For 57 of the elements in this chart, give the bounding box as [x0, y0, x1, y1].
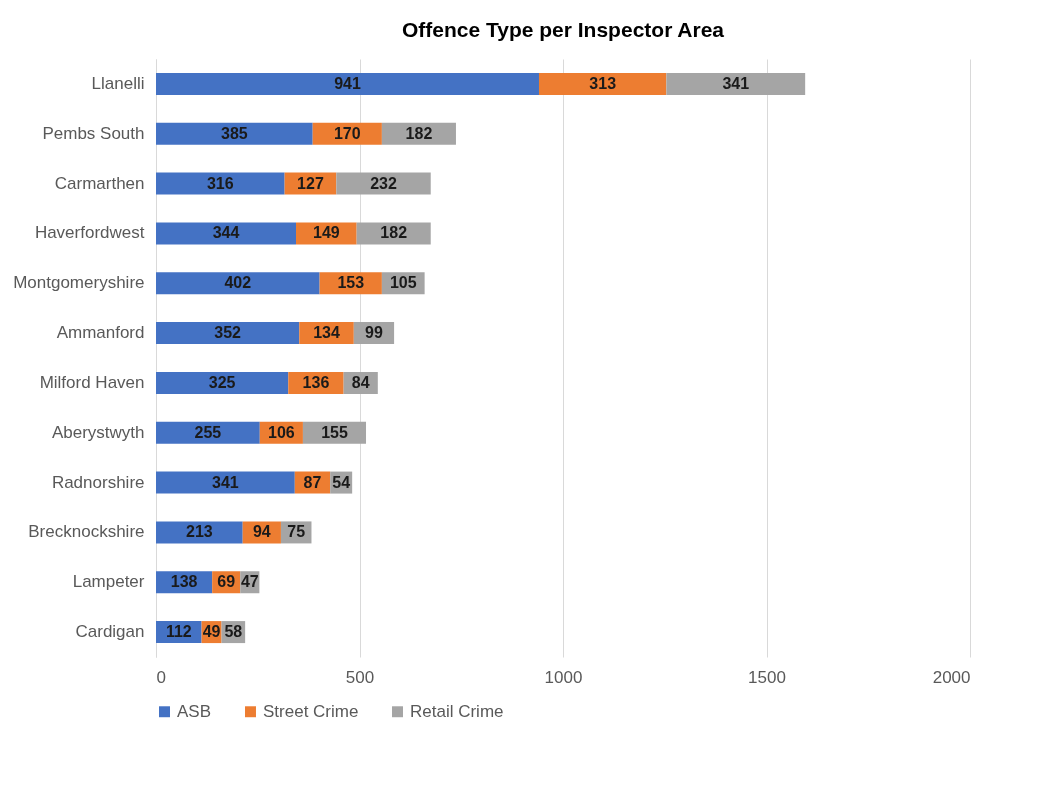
data-label: 213	[185, 523, 213, 541]
y-tick-label: Carmarthen	[54, 173, 145, 193]
data-label: 232	[370, 174, 397, 192]
data-label: 94	[252, 523, 271, 541]
data-label: 170	[333, 124, 361, 142]
y-tick-label: Milford Haven	[39, 372, 145, 392]
data-label: 49	[202, 623, 221, 641]
data-label: 313	[589, 74, 617, 92]
y-tick-label: Llanelli	[91, 73, 145, 93]
data-label: 255	[194, 423, 222, 441]
legend-label: ASB	[177, 701, 212, 721]
data-label: 182	[405, 124, 433, 142]
y-tick-label: Pembs South	[42, 123, 145, 143]
data-label: 138	[170, 573, 198, 591]
data-label: 941	[334, 74, 361, 92]
data-label: 325	[208, 373, 236, 391]
data-label: 106	[268, 423, 295, 441]
y-tick-label: Aberystwyth	[51, 422, 145, 442]
data-label: 75	[287, 523, 306, 541]
data-label: 153	[337, 274, 365, 292]
data-label: 149	[312, 224, 340, 242]
data-label: 182	[380, 224, 408, 242]
legend-label: Retail Crime	[410, 701, 504, 721]
data-label: 112	[165, 623, 192, 641]
y-tick-label: Montgomeryshire	[13, 273, 145, 293]
y-tick-label: Brecknockshire	[28, 522, 145, 542]
data-label: 54	[332, 473, 351, 491]
data-label: 136	[302, 373, 330, 391]
y-tick-label: Ammanford	[56, 323, 145, 343]
data-label: 127	[297, 174, 324, 192]
x-tick-label: 0	[156, 667, 166, 687]
data-label: 58	[224, 623, 243, 641]
data-label: 99	[365, 324, 383, 342]
data-label: 47	[240, 573, 259, 591]
data-label: 87	[303, 473, 322, 491]
data-label: 402	[224, 274, 252, 292]
data-label: 84	[351, 373, 370, 391]
y-tick-label: Lampeter	[72, 572, 145, 592]
y-tick-label: Radnorshire	[51, 472, 145, 492]
data-label: 316	[206, 174, 234, 192]
chart-title: Offence Type per Inspector Area	[401, 18, 725, 41]
data-label: 134	[313, 324, 340, 342]
y-tick-label: Haverfordwest	[34, 223, 145, 243]
data-label: 69	[217, 573, 236, 591]
data-label: 341	[722, 74, 750, 92]
data-label: 385	[221, 124, 248, 142]
x-tick-label: 1000	[544, 667, 583, 687]
data-label: 352	[214, 324, 242, 342]
legend-label: Street Crime	[263, 701, 359, 721]
data-label: 155	[321, 423, 348, 441]
data-label: 105	[389, 274, 417, 292]
x-tick-label: 2000	[932, 667, 971, 687]
y-tick-label: Cardigan	[75, 622, 145, 642]
data-label: 344	[212, 224, 240, 242]
x-tick-label: 500	[345, 667, 375, 687]
x-tick-label: 1500	[748, 667, 786, 687]
data-label: 341	[212, 473, 239, 491]
